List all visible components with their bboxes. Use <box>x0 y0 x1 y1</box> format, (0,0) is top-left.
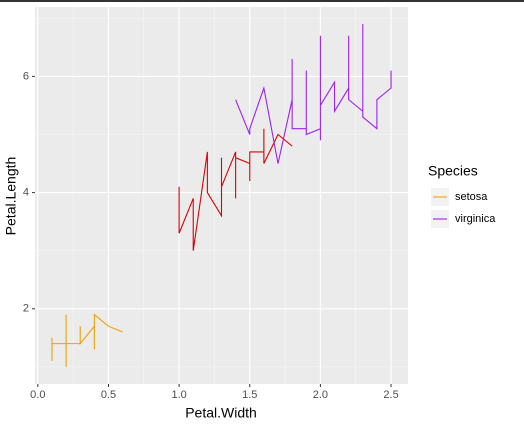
axes: 0.0 0.5 1.0 1.5 2.0 2.5 2 4 6 <box>23 70 399 401</box>
y-axis-title: Petal.Length <box>3 157 19 236</box>
y-tick-label: 4 <box>23 187 29 199</box>
series-line <box>178 128 293 251</box>
series-line <box>235 24 392 164</box>
top-border <box>0 0 524 2</box>
x-tick-label: 1.5 <box>242 389 257 401</box>
legend-label: setosa <box>455 191 488 203</box>
y-tick-label: 2 <box>23 303 29 315</box>
x-tick-label: 1.0 <box>171 389 186 401</box>
legend-label: virginica <box>455 213 496 225</box>
y-tick-label: 6 <box>23 70 29 82</box>
legend: setosa virginica <box>431 188 496 228</box>
x-tick-label: 0.0 <box>30 389 45 401</box>
lines <box>51 24 392 367</box>
x-tick-label: 2.0 <box>313 389 328 401</box>
grid <box>35 7 408 384</box>
legend-title: Species <box>428 163 478 179</box>
x-axis-title: Petal.Width <box>185 405 257 421</box>
x-tick-label: 0.5 <box>101 389 116 401</box>
series-line <box>51 313 123 367</box>
x-tick-label: 2.5 <box>383 389 398 401</box>
